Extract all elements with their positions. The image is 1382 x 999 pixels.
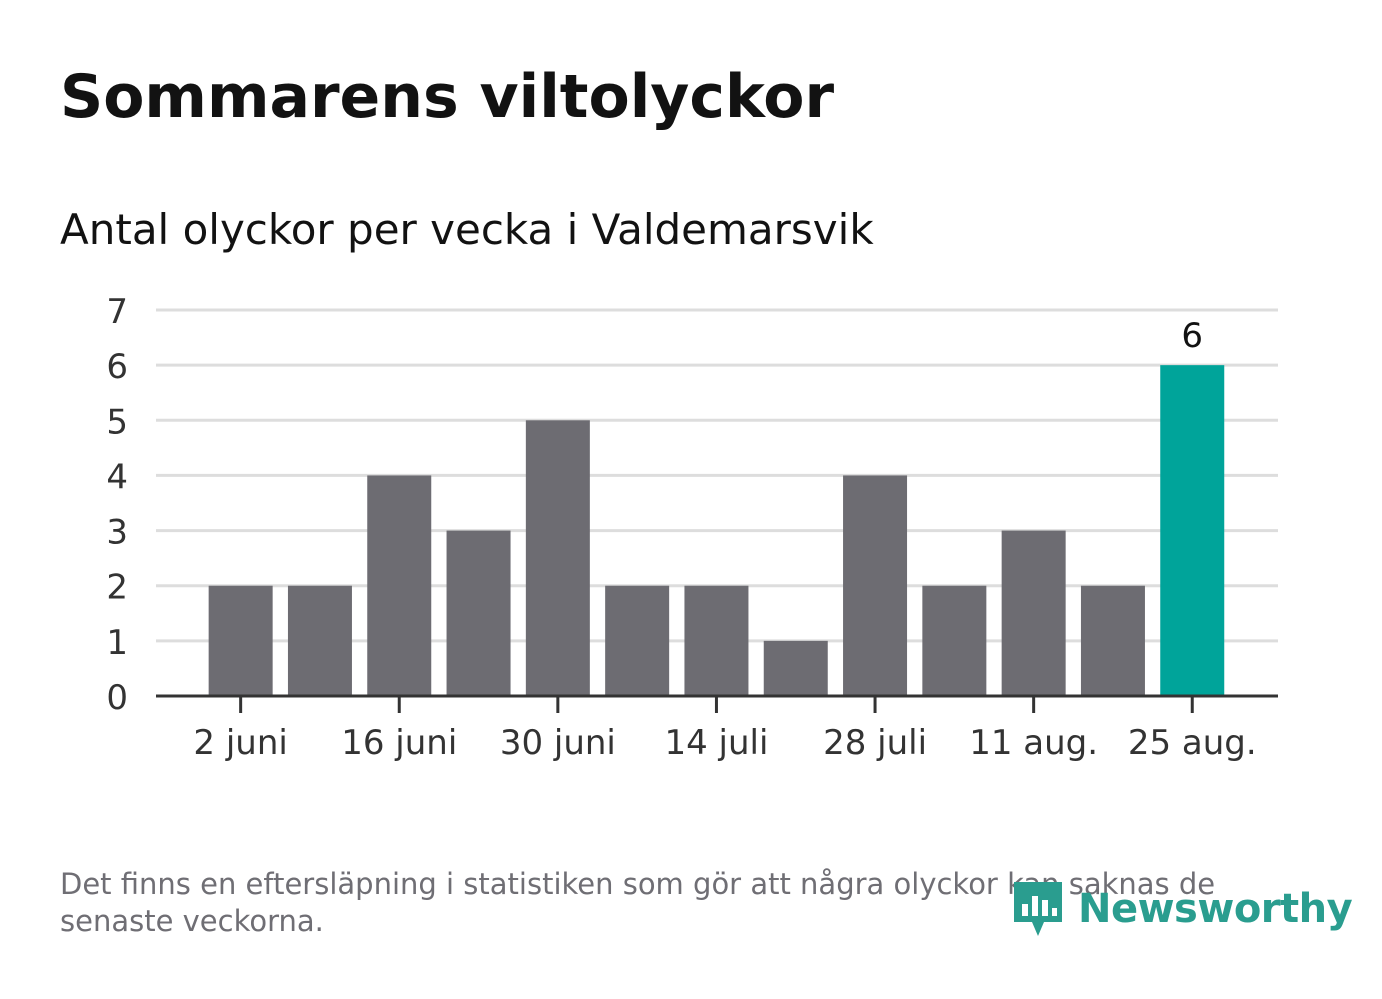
logo-text: Newsworthy — [1078, 886, 1353, 932]
x-tick-label: 14 juli — [664, 723, 768, 763]
chart-subtitle: Antal olyckor per vecka i Valdemarsvik — [60, 205, 874, 254]
y-tick-label: 6 — [106, 347, 128, 387]
bar — [1080, 585, 1145, 696]
bar — [208, 585, 273, 696]
bar — [922, 585, 987, 696]
y-tick-label: 2 — [106, 568, 128, 608]
labels: 0 1 2 3 4 5 6 7 6 2 juni 16 juni 30 juni 14 juli 28 j… — [106, 292, 1256, 763]
bar — [446, 530, 511, 696]
chart-title: Sommarens viltolyckor — [60, 62, 835, 132]
x-tick-label: 25 aug. — [1128, 723, 1257, 763]
bar — [287, 585, 352, 696]
x-tick-label: 30 juni — [500, 723, 616, 763]
bar — [684, 585, 749, 696]
x-tick-label: 11 aug. — [969, 723, 1098, 763]
y-tick-label: 4 — [106, 457, 128, 497]
data-label: 6 — [1181, 316, 1203, 356]
x-tick-label: 2 juni — [193, 723, 287, 763]
y-tick-label: 0 — [106, 678, 128, 718]
bar — [843, 475, 908, 696]
newsworthy-logo: Newsworthy — [1010, 878, 1353, 940]
bar — [1160, 365, 1225, 696]
bars — [208, 365, 1225, 696]
y-tick-label: 1 — [106, 623, 128, 663]
bar — [525, 420, 590, 696]
x-tick-label: 16 juni — [341, 723, 457, 763]
y-tick-label: 3 — [106, 513, 128, 553]
bar — [763, 640, 828, 696]
y-tick-label: 7 — [106, 292, 128, 332]
newsworthy-logo-icon — [1014, 882, 1062, 936]
bar — [1001, 530, 1066, 696]
bar — [367, 475, 432, 696]
y-tick-label: 5 — [106, 402, 128, 442]
axes — [156, 694, 1278, 713]
x-tick-label: 28 juli — [823, 723, 927, 763]
bar — [605, 585, 670, 696]
